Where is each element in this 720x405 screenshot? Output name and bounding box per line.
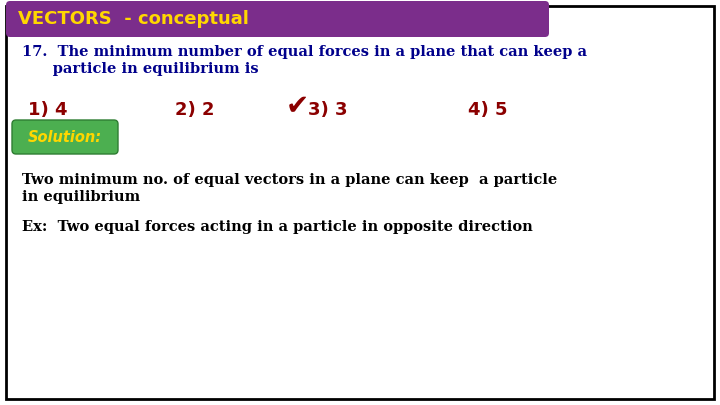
Text: VECTORS  - conceptual: VECTORS - conceptual bbox=[18, 10, 249, 28]
Text: in equilibrium: in equilibrium bbox=[22, 190, 140, 204]
Text: 17.  The minimum number of equal forces in a plane that can keep a: 17. The minimum number of equal forces i… bbox=[22, 45, 587, 59]
Text: ✔: ✔ bbox=[286, 92, 310, 120]
Text: 1) 4: 1) 4 bbox=[28, 101, 68, 119]
Text: Ex:  Two equal forces acting in a particle in opposite direction: Ex: Two equal forces acting in a particl… bbox=[22, 220, 533, 234]
Text: Two minimum no. of equal vectors in a plane can keep  a particle: Two minimum no. of equal vectors in a pl… bbox=[22, 173, 557, 187]
Text: 3) 3: 3) 3 bbox=[308, 101, 348, 119]
FancyBboxPatch shape bbox=[6, 6, 714, 399]
Text: 4) 5: 4) 5 bbox=[468, 101, 508, 119]
Text: Solution:: Solution: bbox=[28, 130, 102, 145]
FancyBboxPatch shape bbox=[12, 120, 118, 154]
Text: 2) 2: 2) 2 bbox=[175, 101, 215, 119]
Text: particle in equilibrium is: particle in equilibrium is bbox=[22, 62, 258, 76]
FancyBboxPatch shape bbox=[6, 1, 549, 37]
